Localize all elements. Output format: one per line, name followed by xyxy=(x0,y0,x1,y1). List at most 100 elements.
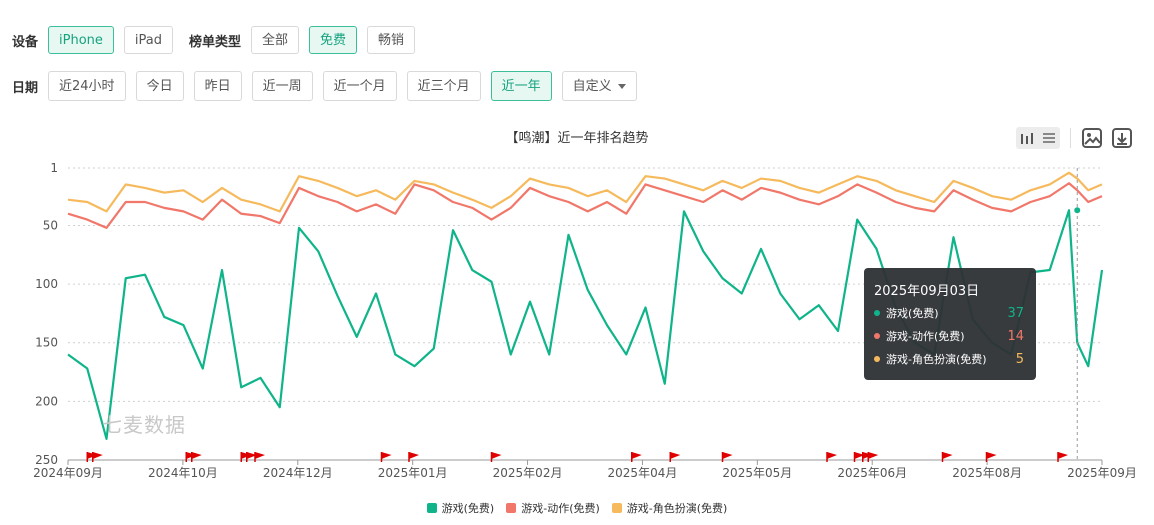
chart-toolbar xyxy=(1016,127,1133,149)
flag-banner xyxy=(191,452,202,459)
red-flag-icon xyxy=(669,452,681,462)
red-flag-icon xyxy=(826,452,837,462)
red-flag-icon xyxy=(721,452,733,462)
x-tick-label: 2024年10月 xyxy=(148,466,218,480)
legend-item[interactable]: 游戏-角色扮演(免费) xyxy=(611,500,728,516)
date-yesterday-button[interactable]: 昨日 xyxy=(193,71,242,101)
flag-banner xyxy=(381,452,392,459)
x-tick-label: 2025年05月 xyxy=(722,466,792,480)
tooltip-row: 游戏(免费) 37 xyxy=(874,304,1024,322)
flag-banner xyxy=(986,452,997,459)
y-tick-label: 200 xyxy=(35,394,58,408)
date-today-button[interactable]: 今日 xyxy=(135,71,184,101)
tooltip-series-name: 游戏(免费) xyxy=(886,307,939,320)
chevron-down-icon xyxy=(617,84,626,89)
legend-item[interactable]: 游戏(免费) xyxy=(426,500,495,516)
legend-swatch xyxy=(426,503,437,513)
date-24h-button[interactable]: 近24小时 xyxy=(48,71,126,101)
flag-banner xyxy=(409,452,419,459)
date-3months-button[interactable]: 近三个月 xyxy=(406,71,481,101)
flag-banner xyxy=(631,452,642,459)
x-tick-label: 2024年12月 xyxy=(263,466,333,480)
date-week-button[interactable]: 近一周 xyxy=(251,71,313,101)
series-line xyxy=(67,171,1103,213)
chart-tooltip: 2025年09月03日 游戏(免费) 37 游戏-动作(免费) 14 游戏-角色… xyxy=(864,268,1036,380)
x-tick-label: 2025年09月 xyxy=(1067,466,1137,480)
toolbar-divider xyxy=(1070,128,1071,148)
date-custom-dropdown[interactable]: 自定义 xyxy=(561,71,637,101)
tooltip-series-value: 5 xyxy=(1015,351,1024,367)
red-flag-icon xyxy=(92,452,103,462)
chart-title: 【鸣潮】近一年排名趋势 xyxy=(505,131,649,146)
hover-point xyxy=(1074,207,1081,214)
red-flag-icon xyxy=(191,452,202,462)
y-tick-label: 150 xyxy=(35,336,58,350)
flag-banner xyxy=(1058,452,1068,459)
flag-banner xyxy=(670,452,681,459)
flag-banner xyxy=(827,452,837,459)
tooltip-series-value: 37 xyxy=(1007,305,1024,321)
legend-label: 游戏(免费) xyxy=(441,502,495,515)
flag-banner xyxy=(942,452,953,459)
bar-chart-icon[interactable] xyxy=(1020,132,1034,144)
tooltip-series-name: 游戏-动作(免费) xyxy=(886,330,965,343)
device-label: 设备 xyxy=(12,34,39,50)
x-tick-label: 2025年02月 xyxy=(493,466,563,480)
x-tick-label: 2025年08月 xyxy=(952,466,1022,480)
custom-label: 自定义 xyxy=(572,79,612,94)
download-icon[interactable] xyxy=(1111,127,1133,149)
y-tick-label: 100 xyxy=(35,277,58,291)
chart-legend: 游戏(免费) 游戏-动作(免费) 游戏-角色扮演(免费) xyxy=(0,500,1154,516)
red-flag-icon xyxy=(490,452,502,462)
date-month-button[interactable]: 近一个月 xyxy=(322,71,397,101)
series-line xyxy=(67,182,1103,229)
flag-banner xyxy=(868,452,879,459)
x-tick-label: 2024年09月 xyxy=(33,466,103,480)
series-dot xyxy=(874,356,880,362)
watermark: 七麦数据 xyxy=(102,413,186,437)
chart-type-all-button[interactable]: 全部 xyxy=(251,26,300,54)
legend-item[interactable]: 游戏-动作(免费) xyxy=(506,500,600,516)
device-iphone-button[interactable]: iPhone xyxy=(48,26,114,54)
flag-banner xyxy=(246,452,257,459)
y-tick-label: 1 xyxy=(50,161,58,175)
red-flag-icon xyxy=(408,452,419,462)
series-dot xyxy=(874,310,880,316)
legend-swatch xyxy=(611,503,622,513)
series-dot xyxy=(874,333,880,339)
flag-banner xyxy=(255,452,265,459)
series-line xyxy=(67,209,1104,440)
x-tick-label: 2025年04月 xyxy=(608,466,678,480)
filter-row-date: 日期 近24小时 今日 昨日 近一周 近一个月 近三个月 近一年 自定义 xyxy=(12,71,647,101)
x-tick-label: 2025年01月 xyxy=(378,466,448,480)
device-ipad-button[interactable]: iPad xyxy=(123,26,173,54)
chart-type-label: 榜单类型 xyxy=(189,34,242,50)
red-flag-icon xyxy=(1057,452,1068,462)
tooltip-series-value: 14 xyxy=(1007,328,1024,344)
legend-label: 游戏-角色扮演(免费) xyxy=(626,502,728,515)
flag-banner xyxy=(92,452,103,459)
image-icon[interactable] xyxy=(1081,127,1103,149)
flag-banner xyxy=(722,452,733,459)
red-flag-icon xyxy=(380,452,392,462)
red-flag-icon xyxy=(941,452,953,462)
tooltip-row: 游戏-角色扮演(免费) 5 xyxy=(874,350,1024,368)
red-flag-icon xyxy=(254,452,265,462)
flag-banner xyxy=(491,452,502,459)
y-tick-label: 250 xyxy=(35,453,58,467)
legend-label: 游戏-动作(免费) xyxy=(521,502,600,515)
red-flag-icon xyxy=(631,452,642,462)
tooltip-series-name: 游戏-角色扮演(免费) xyxy=(886,353,987,366)
date-label: 日期 xyxy=(12,80,39,96)
date-year-button[interactable]: 近一年 xyxy=(490,71,552,101)
red-flag-icon xyxy=(985,452,997,462)
chart-type-free-button[interactable]: 免费 xyxy=(309,26,358,54)
view-toggle[interactable] xyxy=(1016,127,1060,149)
legend-swatch xyxy=(506,503,517,513)
chart-type-grossing-button[interactable]: 畅销 xyxy=(367,26,416,54)
x-tick-label: 2025年06月 xyxy=(837,466,907,480)
list-icon[interactable] xyxy=(1042,132,1056,144)
red-flag-icon xyxy=(867,452,879,462)
tooltip-row: 游戏-动作(免费) 14 xyxy=(874,327,1024,345)
